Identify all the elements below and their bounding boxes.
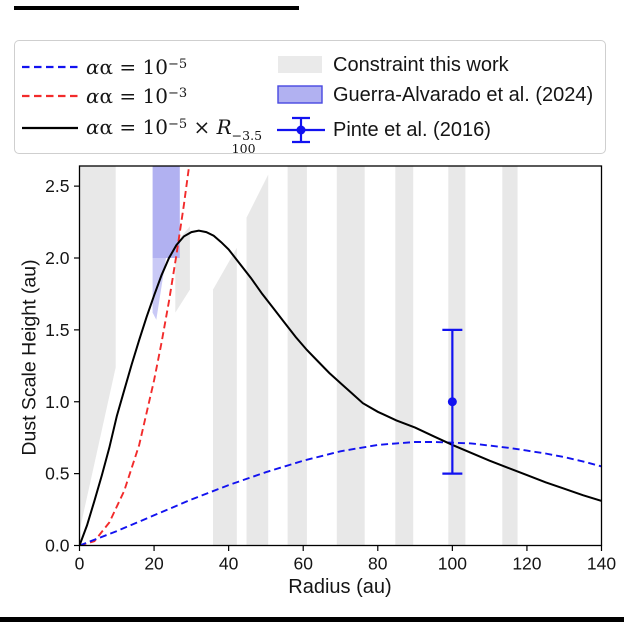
top-crop-bar <box>14 6 299 10</box>
legend-label-pinte: Pinte et al. (2016) <box>333 119 491 141</box>
constraint-region <box>79 166 116 532</box>
bottom-crop-bar <box>0 617 624 622</box>
constraint-region <box>448 166 466 546</box>
constraint-region <box>502 166 518 546</box>
x-tick-label: 100 <box>438 554 467 574</box>
legend-label-sup: −5 <box>167 57 188 72</box>
legend-label-sup: −5 <box>167 117 188 132</box>
radius-sup: −3.5 <box>231 128 263 143</box>
curve-alpha-1e-5 <box>79 441 602 546</box>
x-tick-label: 120 <box>512 554 541 574</box>
legend-label-text: α = 10 <box>99 55 168 79</box>
x-axis-label: Radius (au) <box>288 576 392 598</box>
legend-label-alpha-profile: αα = 10−5 × R −3.5 100 <box>86 115 262 155</box>
radius-symbol: R <box>216 115 232 139</box>
constraint-region <box>246 174 269 546</box>
x-tick-label: 80 <box>368 554 388 574</box>
x-tick-label: 0 <box>75 554 85 574</box>
x-tick-label: 40 <box>219 554 239 574</box>
y-tick-label: 0.5 <box>45 464 69 484</box>
axes-spines <box>78 165 603 547</box>
guerra-region <box>152 166 180 258</box>
constraint-region <box>336 166 365 546</box>
curve-alpha-profile <box>79 229 602 546</box>
constraint-region <box>287 166 307 546</box>
x-tick-label: 60 <box>293 554 313 574</box>
radius-sub-sup: −3.5 100 <box>231 128 263 156</box>
legend-patch-guerra <box>277 85 323 104</box>
x-tick-label: 140 <box>587 554 616 574</box>
curve-alpha-1e-3 <box>79 166 191 546</box>
constraint-region <box>213 247 237 546</box>
x-tick-label: 20 <box>144 554 164 574</box>
legend-label-alpha-1e-3: αα = 10−3 <box>86 84 187 108</box>
legend-errorbar-point <box>296 125 306 135</box>
legend-label-text: α = 10 <box>99 115 168 139</box>
legend-label-alpha-1e-5: αα = 10−5 <box>86 55 187 79</box>
alpha-symbol: α <box>86 55 100 79</box>
pinte-data-point <box>447 397 457 407</box>
legend-label-guerra: Guerra-Alvarado et al. (2024) <box>333 84 594 106</box>
radius-sub: 100 <box>231 140 256 156</box>
legend-label-constraint: Constraint this work <box>333 54 509 76</box>
times-operator: × <box>187 115 217 139</box>
legend-label-sup: −3 <box>167 86 188 101</box>
alpha-symbol: α <box>86 84 100 108</box>
alpha-symbol: α <box>86 115 100 139</box>
legend-patch-constraint <box>278 56 322 73</box>
y-tick-label: 1.5 <box>45 320 69 340</box>
y-tick-label: 0.0 <box>45 536 70 556</box>
y-tick-label: 2.5 <box>45 176 69 196</box>
y-tick-label: 1.0 <box>45 392 70 412</box>
constraint-region <box>395 166 414 546</box>
legend-label-text: α = 10 <box>99 84 168 108</box>
y-tick-label: 2.0 <box>45 248 70 268</box>
